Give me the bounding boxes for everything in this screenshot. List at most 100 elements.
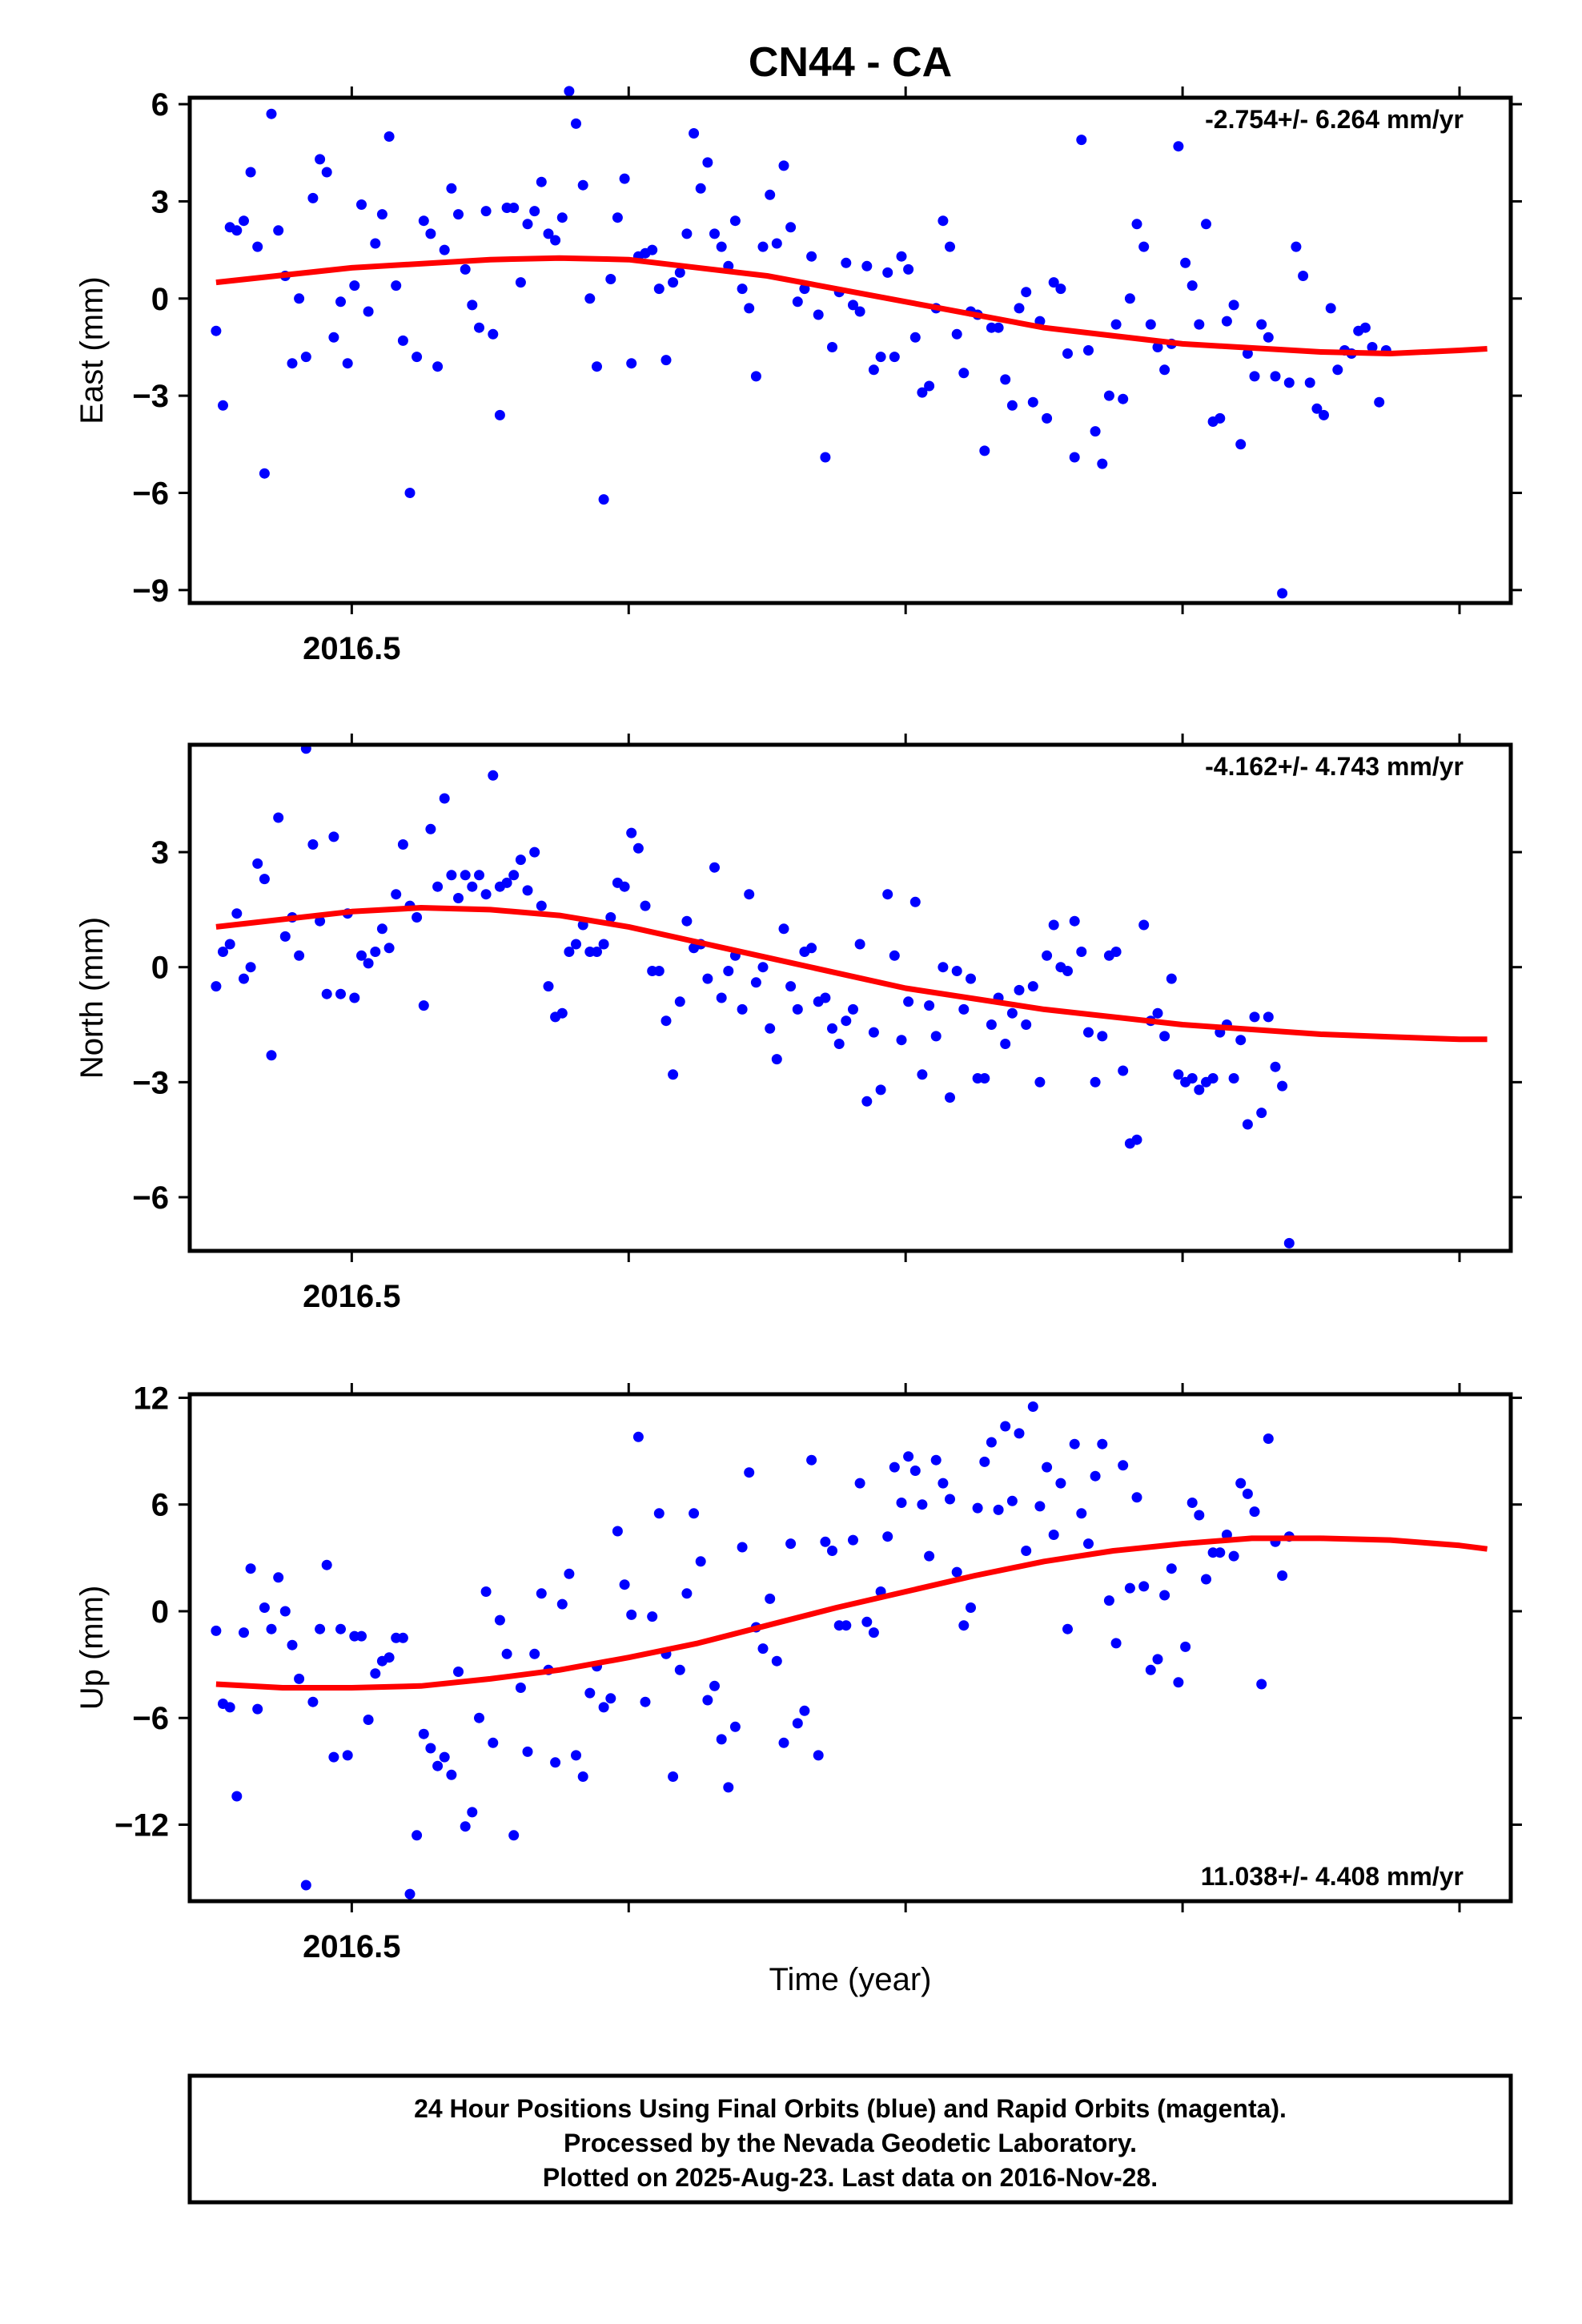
data-point-east [356,199,367,210]
data-point-north [1270,1061,1281,1072]
data-point-north [453,893,464,903]
data-point-up [993,1504,1004,1515]
data-point-up [494,1614,505,1626]
data-point-up [848,1534,858,1546]
data-point-north [356,950,367,961]
data-point-up [279,1606,291,1617]
data-point-east [647,244,658,255]
data-point-north [439,793,450,804]
data-point-north [896,1035,907,1046]
data-point-north [1186,1073,1198,1084]
data-point-up [564,1568,575,1579]
data-point-up [224,1702,235,1713]
data-point-east [231,225,243,236]
data-point-up [488,1737,499,1748]
data-point-up [266,1623,277,1634]
data-point-up [1118,1460,1129,1471]
data-point-up [1014,1428,1025,1439]
data-point-up [328,1751,339,1763]
data-point-east [273,225,284,236]
data-point-up [729,1721,741,1732]
y-tick-label-east: 6 [151,87,169,123]
y-tick-label-up: 0 [151,1594,169,1630]
data-point-up [252,1703,263,1715]
data-point-east [1235,439,1247,450]
footer-line-1: 24 Hour Positions Using Final Orbits (bl… [414,2094,1287,2123]
data-point-up [702,1695,713,1706]
data-point-north [446,870,457,881]
y-tick-label-east: −3 [132,379,169,414]
data-point-north [632,842,644,854]
data-point-up [861,1616,873,1627]
data-point-east [1145,319,1156,330]
data-point-up [1131,1492,1142,1503]
data-point-north [294,950,305,961]
data-point-east [750,371,761,382]
data-point-east [508,203,520,213]
data-point-north [432,881,444,892]
data-point-up [1097,1438,1108,1449]
data-point-north [882,889,893,900]
data-point-east [1256,319,1267,330]
data-point-east [1374,396,1385,408]
data-point-north [757,962,769,973]
data-point-up [307,1696,319,1707]
data-point-east [1048,277,1059,288]
data-point-up [765,1593,776,1604]
data-point-north [397,839,408,850]
data-point-up [397,1632,408,1643]
data-point-east [1359,322,1371,333]
data-point-east [376,209,387,220]
data-point-up [536,1588,547,1599]
data-point-up [1138,1581,1150,1592]
data-point-east [882,267,893,278]
data-point-east [744,303,755,314]
data-point-east [529,206,540,217]
data-point-up [211,1625,222,1636]
data-point-north [252,858,263,869]
footer-box [187,2073,1513,2205]
data-point-east [771,238,782,249]
data-point-north [668,1069,679,1080]
data-point-east [854,306,865,317]
y-axis-label-east: East (mm) [74,276,110,424]
data-point-north [474,870,484,881]
data-point-east [1138,241,1150,252]
data-point-east [778,160,789,171]
data-point-north [239,973,249,984]
data-point-east [1215,412,1226,424]
data-point-east [425,228,436,239]
data-point-east [515,277,526,288]
data-point-north [273,812,284,823]
data-point-up [571,1750,581,1761]
data-point-east [342,358,353,369]
data-point-north [820,992,831,1003]
data-point-up [370,1668,381,1679]
y-tick-label-up: −12 [114,1807,169,1843]
data-point-east [1228,300,1239,311]
data-point-east [695,183,706,194]
data-point-east [1152,342,1163,352]
data-point-north [1159,1031,1170,1042]
data-point-east [1298,271,1309,281]
data-point-north [605,912,616,923]
data-point-east [349,280,360,292]
data-point-up [1201,1574,1211,1585]
data-point-east [702,157,713,168]
data-point-up [827,1546,837,1556]
data-point-north [723,966,734,976]
data-point-up [383,1652,395,1663]
data-point-up [841,1620,852,1631]
data-point-north [1194,1084,1205,1096]
data-point-east [432,361,444,372]
data-point-east [674,267,685,278]
data-point-east [536,176,547,187]
data-point-north [1110,947,1122,957]
data-point-up [681,1588,693,1599]
data-point-north [640,900,651,911]
data-point-north [938,962,949,973]
data-point-north [536,900,547,911]
data-point-east [1042,412,1053,424]
data-point-east [653,283,665,295]
